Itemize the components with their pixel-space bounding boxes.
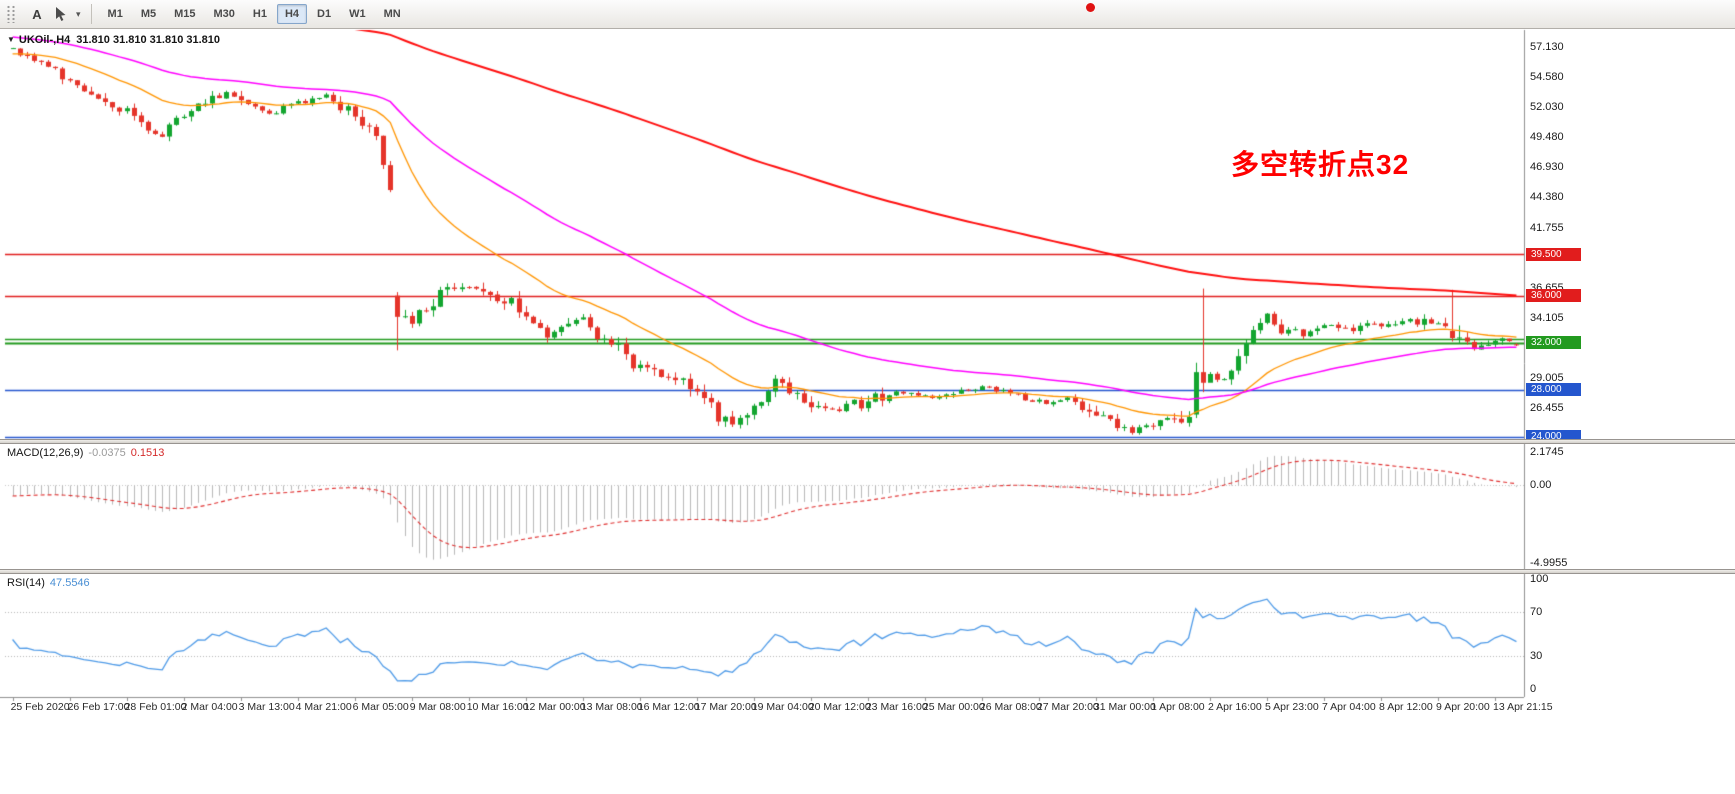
panel-separator[interactable] [0,569,1735,574]
chevron-down-icon[interactable]: ▾ [76,8,81,19]
timeframe-button-m5[interactable]: M5 [133,4,164,24]
toolbar-divider [90,4,92,24]
timeframe-button-m1[interactable]: M1 [100,4,131,24]
timeframe-group: M1 M5 M15 M30 H1 H4 D1 W1 MN [99,4,410,24]
toolbar: A ▾ M1 M5 M15 M30 H1 H4 D1 W1 MN [0,0,1735,29]
panel-separator[interactable] [0,439,1735,444]
timeframe-button-h1[interactable]: H1 [245,4,275,24]
toolbar-drag-handle[interactable] [6,5,17,23]
cursor-tool-button[interactable] [49,3,73,25]
timeframe-button-m15[interactable]: M15 [166,4,203,24]
timeframe-button-mn[interactable]: MN [376,4,409,24]
record-dot-icon [1086,3,1095,12]
timeframe-button-w1[interactable]: W1 [341,4,374,24]
timeframe-button-m30[interactable]: M30 [206,4,243,24]
text-annotation-tool-button[interactable]: A [25,3,49,25]
cursor-arrow-icon [56,6,66,21]
timeframe-button-h4[interactable]: H4 [276,4,308,24]
timeframe-button-d1[interactable]: D1 [309,4,339,24]
